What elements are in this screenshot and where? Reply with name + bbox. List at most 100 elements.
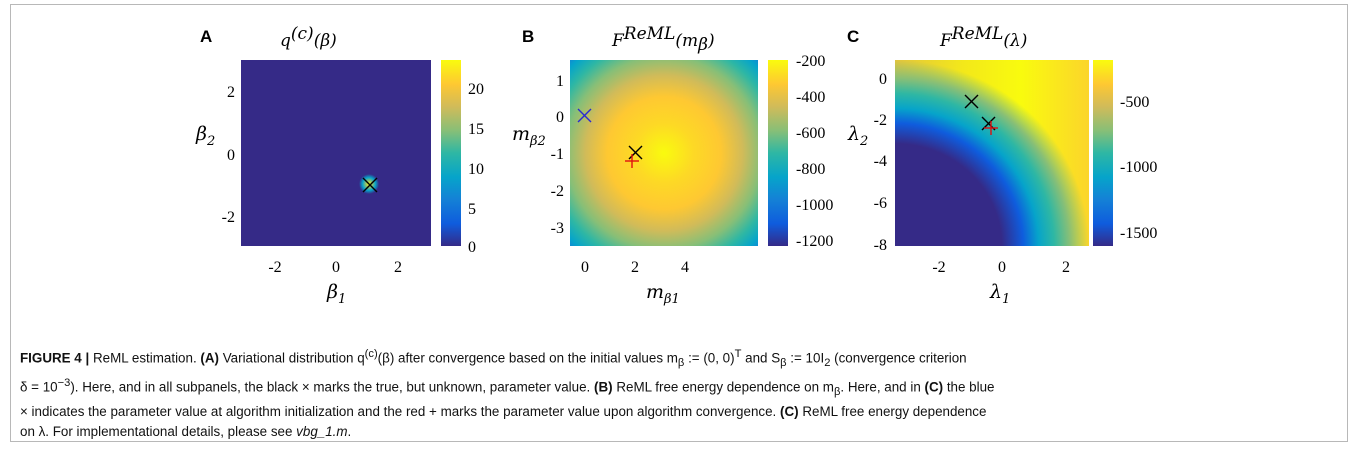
caption-text: T xyxy=(734,348,742,360)
panel-a: A q(c)(β) 20 15 10 5 0 2 0 -2 -2 0 2 β1 … xyxy=(195,24,484,307)
svg-text:-1000: -1000 xyxy=(1120,159,1157,176)
colorbar-a xyxy=(441,60,461,246)
colorbar-b-ticks: -200 -400 -600 -800 -1000 -1200 xyxy=(796,53,833,250)
svg-text:0: 0 xyxy=(468,239,476,256)
caption-text: (β) after convergence based on the initi… xyxy=(377,350,678,366)
caption-text: δ = 10 xyxy=(20,379,58,395)
svg-text:0: 0 xyxy=(332,259,340,276)
y-ticks-b: 1 0 -1 -2 -3 xyxy=(551,73,564,237)
panel-a-title: q(c)(β) xyxy=(280,24,337,51)
heatmap-a xyxy=(241,60,431,246)
caption-text: β xyxy=(677,357,685,370)
caption-text: ). Here, and in all subpanels, the black… xyxy=(70,379,591,395)
svg-text:0: 0 xyxy=(998,259,1006,276)
figure-panels: A q(c)(β) 20 15 10 5 0 2 0 -2 -2 0 2 β1 … xyxy=(195,24,1157,307)
figure-caption: FIGURE 4 | ReML estimation. (A) Variatio… xyxy=(20,345,1330,441)
svg-text:15: 15 xyxy=(468,121,484,138)
true-value-marker-a xyxy=(362,177,378,193)
svg-text:2: 2 xyxy=(227,84,235,101)
y-axis-label-a: β2 xyxy=(195,123,215,149)
panel-b: B FReML(mβ) -200 -400 -600 -800 -1000 -1… xyxy=(512,24,833,307)
caption-text: ReML free energy dependence xyxy=(802,404,987,420)
svg-text:-1200: -1200 xyxy=(796,233,833,250)
svg-text:0: 0 xyxy=(581,259,589,276)
heatmap-c xyxy=(895,60,1089,246)
caption-text: and S xyxy=(745,350,781,366)
caption-text: β xyxy=(780,357,787,370)
svg-text:0: 0 xyxy=(227,147,235,164)
panel-letter-b: B xyxy=(522,27,534,46)
heatmap-b xyxy=(570,60,758,246)
panel-letter-c: C xyxy=(847,27,859,46)
colorbar-a-ticks: 20 15 10 5 0 xyxy=(468,81,484,256)
svg-text:5: 5 xyxy=(468,201,476,218)
svg-text:-1500: -1500 xyxy=(1120,225,1157,242)
caption-text: β xyxy=(833,385,841,398)
svg-text:-2: -2 xyxy=(874,112,887,129)
caption-text: ReML free energy dependence on m xyxy=(616,379,834,395)
y-ticks-a: 2 0 -2 xyxy=(222,84,235,226)
y-axis-label-c: λ2 xyxy=(847,123,868,149)
caption-text: −3 xyxy=(57,376,71,389)
x-axis-label-a: β1 xyxy=(326,281,346,307)
panel-letter-a: A xyxy=(200,27,212,46)
true-value-marker-b xyxy=(628,145,643,160)
caption-lead: ReML estimation. xyxy=(92,350,197,366)
caption-text: . Here, and in xyxy=(840,379,921,395)
svg-text:0: 0 xyxy=(879,71,887,88)
svg-text:4: 4 xyxy=(681,259,689,276)
caption-text: . xyxy=(347,423,352,439)
panel-c-title: FReML(λ) xyxy=(939,24,1027,51)
caption-text: the blue xyxy=(946,379,995,395)
svg-text:-800: -800 xyxy=(796,161,825,178)
svg-text:0: 0 xyxy=(556,109,564,126)
svg-text:-4: -4 xyxy=(874,153,887,170)
y-ticks-c: 0 -2 -4 -6 -8 xyxy=(874,71,887,254)
caption-text: on λ. For implementational details, plea… xyxy=(20,423,293,439)
caption-text: (convergence criterion xyxy=(834,350,967,366)
caption-text: Variational distribution q xyxy=(222,350,365,366)
svg-text:-2: -2 xyxy=(222,209,235,226)
caption-tag-c-inline: (C) xyxy=(924,379,944,395)
y-axis-label-b: mβ2 xyxy=(512,123,546,149)
init-value-marker-c xyxy=(964,94,979,109)
svg-text:2: 2 xyxy=(631,259,639,276)
colorbar-c-ticks: -500 -1000 -1500 xyxy=(1120,94,1157,242)
svg-text:10: 10 xyxy=(468,161,484,178)
x-ticks-c: -2 0 2 xyxy=(932,259,1070,276)
svg-text:-2: -2 xyxy=(268,259,281,276)
svg-text:-3: -3 xyxy=(551,220,564,237)
svg-text:2: 2 xyxy=(1062,259,1070,276)
panel-b-title: FReML(mβ) xyxy=(611,24,715,55)
x-axis-label-c: λ1 xyxy=(989,281,1010,307)
svg-text:2: 2 xyxy=(394,259,402,276)
converged-value-marker-c xyxy=(984,121,998,135)
caption-text: × indicates the parameter value at algor… xyxy=(20,404,777,420)
x-axis-label-b: mβ1 xyxy=(646,281,680,307)
svg-text:-2: -2 xyxy=(932,259,945,276)
svg-text:-500: -500 xyxy=(1120,94,1149,111)
svg-text:-600: -600 xyxy=(796,125,825,142)
svg-text:-1000: -1000 xyxy=(796,197,833,214)
svg-text:20: 20 xyxy=(468,81,484,98)
caption-tag-c: (C) xyxy=(780,404,799,420)
svg-text:-200: -200 xyxy=(796,53,825,70)
svg-text:-2: -2 xyxy=(551,183,564,200)
panel-c: C FReML(λ) -500 -1000 -1500 0 -2 -4 -6 -… xyxy=(847,24,1157,307)
init-value-marker-b xyxy=(577,108,592,123)
svg-text:-8: -8 xyxy=(874,237,887,254)
caption-label: FIGURE 4 | xyxy=(20,350,90,366)
caption-tag-b: (B) xyxy=(594,379,613,395)
caption-filename: vbg_1.m xyxy=(296,423,348,439)
caption-text: := 10I xyxy=(790,350,825,366)
svg-text:1: 1 xyxy=(556,73,564,90)
caption-text: (c) xyxy=(364,348,378,360)
converged-value-marker-b xyxy=(625,154,639,168)
x-ticks-b: 0 2 4 xyxy=(581,259,689,276)
svg-text:-6: -6 xyxy=(874,195,887,212)
caption-text: 2 xyxy=(824,357,831,370)
caption-tag-a: (A) xyxy=(200,350,219,366)
x-ticks-a: -2 0 2 xyxy=(268,259,402,276)
colorbar-b xyxy=(768,60,788,246)
colorbar-c xyxy=(1093,60,1113,246)
